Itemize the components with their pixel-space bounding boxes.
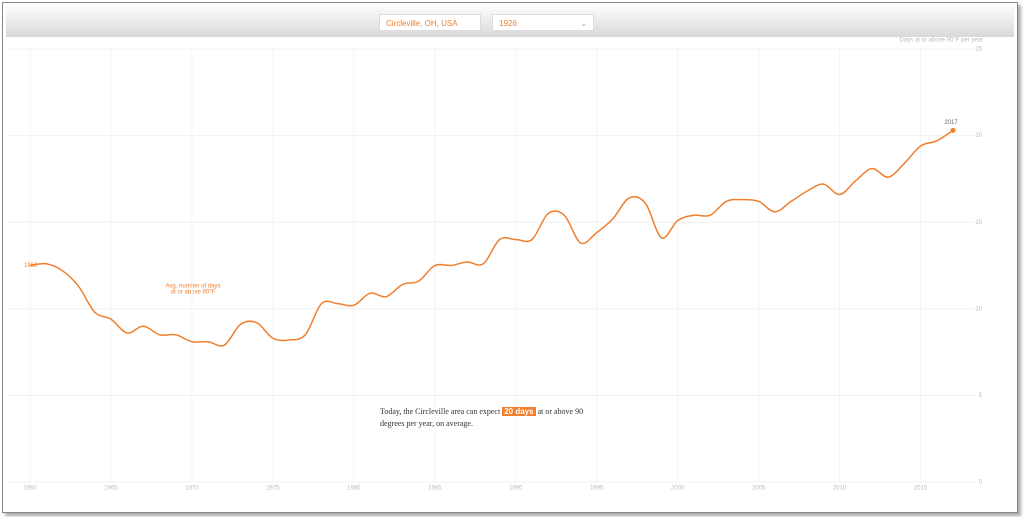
y-tick-label: 20: [975, 133, 982, 139]
y-tick-label: 10: [975, 306, 982, 312]
x-tick-label: 2000: [671, 486, 685, 492]
x-tick-label: 1960: [23, 486, 37, 492]
line-label: at or above 90°F: [171, 290, 216, 296]
end-point: [950, 127, 956, 133]
control-bar: Circleville, OH, USA 1926 ⌄: [6, 3, 1014, 37]
x-tick-label: 1975: [266, 486, 280, 492]
y-axis-title: Days at or above 90°F per year: [900, 38, 983, 44]
year-value: 1926: [499, 19, 517, 28]
x-tick-label: 1990: [509, 486, 523, 492]
x-tick-label: 2005: [752, 486, 766, 492]
line: [29, 129, 954, 347]
x-tick-label: 1970: [185, 486, 199, 492]
summary-text: Today, the Circleville area can expect: [380, 407, 501, 416]
x-tick-label: 1995: [590, 486, 604, 492]
summary: Today, the Circleville area can expect 2…: [380, 406, 590, 430]
x-tick-label: 1965: [104, 486, 118, 492]
y-tick-label: 0: [979, 480, 983, 486]
y-tick-label: 15: [975, 220, 982, 226]
x-tick-label: 2015: [914, 486, 928, 492]
start-label: 1960: [24, 263, 38, 269]
year-select[interactable]: 1926 ⌄: [492, 14, 594, 31]
summary-highlight: 20 days: [502, 407, 536, 416]
x-tick-label: 2010: [833, 486, 847, 492]
y-tick-label: 25: [975, 47, 982, 53]
x-tick-label: 1980: [347, 486, 361, 492]
line-label: Avg. number of days: [166, 284, 221, 290]
x-tick-label: 1985: [428, 486, 442, 492]
location-input[interactable]: Circleville, OH, USA: [379, 14, 481, 31]
y-tick-label: 5: [979, 393, 983, 399]
summary-text: at or above 90 degrees per year, on aver…: [380, 407, 584, 428]
end-label: 2017: [944, 120, 958, 126]
